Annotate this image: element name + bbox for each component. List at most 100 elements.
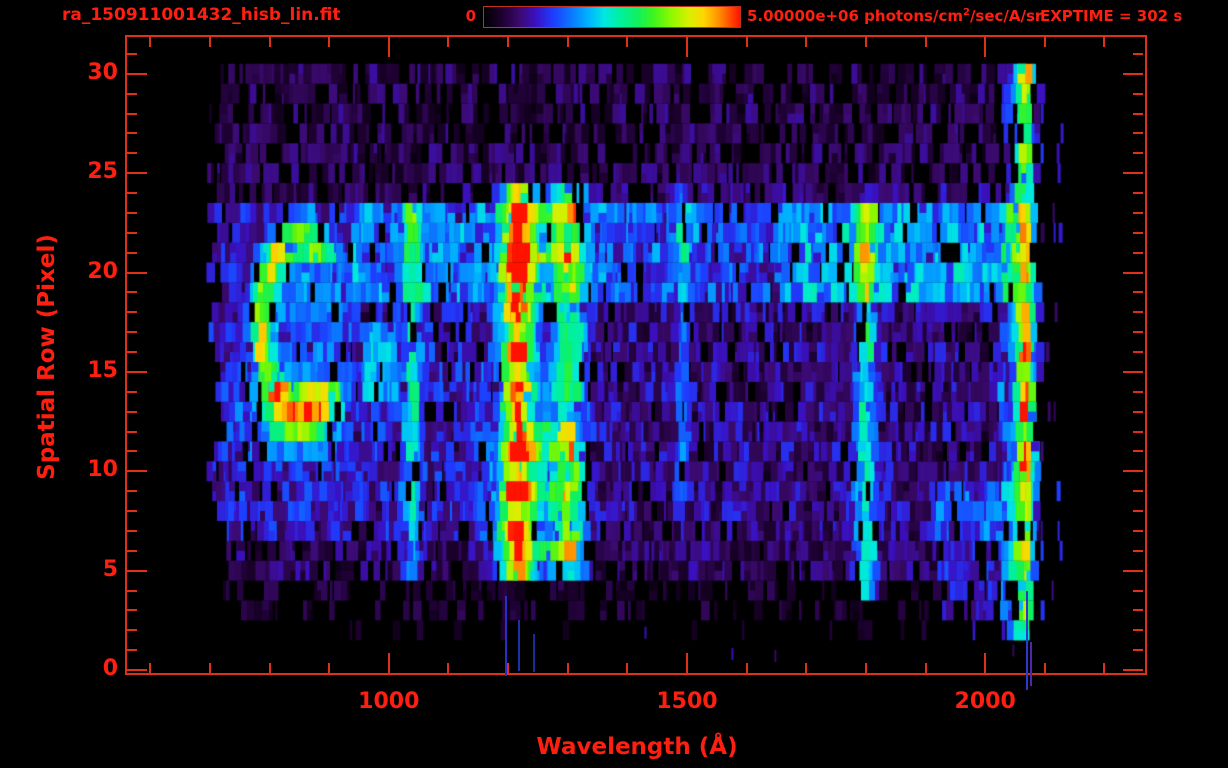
- y-tick-label: 30: [87, 59, 118, 85]
- axis-tick-mark: [864, 37, 867, 47]
- y-tick-label: 10: [87, 457, 118, 483]
- axis-tick-mark: [1133, 331, 1143, 334]
- axis-tick-mark: [1133, 450, 1143, 453]
- axis-tick-mark: [127, 450, 137, 453]
- axis-tick-mark: [1043, 663, 1046, 673]
- axis-tick-mark: [805, 37, 808, 47]
- axis-tick-mark: [1133, 112, 1143, 115]
- axis-tick-mark: [208, 663, 211, 673]
- axis-tick-mark: [387, 653, 390, 673]
- axis-tick-mark: [127, 211, 137, 214]
- axis-tick-mark: [1133, 529, 1143, 532]
- axis-tick-mark: [1133, 211, 1143, 214]
- axis-tick-mark: [984, 37, 987, 57]
- y-tick-label: 5: [102, 556, 118, 582]
- axis-tick-mark: [1103, 37, 1106, 47]
- axis-tick-mark: [1043, 37, 1046, 47]
- x-axis-title: Wavelength (Å): [536, 734, 738, 760]
- overflow-spike: [518, 620, 521, 671]
- axis-tick-mark: [1133, 430, 1143, 433]
- axis-tick-mark: [127, 192, 137, 195]
- axis-tick-mark: [127, 72, 147, 75]
- axis-tick-mark: [1133, 410, 1143, 413]
- axis-tick-mark: [268, 663, 271, 673]
- axis-tick-mark: [1133, 490, 1143, 493]
- axis-tick-mark: [1133, 649, 1143, 652]
- axis-tick-mark: [1133, 311, 1143, 314]
- axis-tick-mark: [127, 351, 137, 354]
- axis-tick-mark: [127, 291, 137, 294]
- overflow-spike: [1030, 642, 1033, 686]
- axis-tick-mark: [447, 37, 450, 47]
- exptime-label: EXPTIME = 302 s: [1040, 7, 1183, 25]
- axis-tick-mark: [127, 112, 137, 115]
- axis-tick-mark: [127, 589, 137, 592]
- axis-tick-mark: [127, 470, 147, 473]
- axis-tick-mark: [1123, 669, 1143, 672]
- axis-tick-mark: [1133, 609, 1143, 612]
- axis-tick-mark: [268, 37, 271, 47]
- axis-tick-mark: [127, 172, 147, 175]
- axis-tick-mark: [127, 569, 147, 572]
- axis-tick-mark: [745, 37, 748, 47]
- axis-tick-mark: [127, 271, 147, 274]
- axis-tick-mark: [149, 663, 152, 673]
- colorbar-min-label: 0: [465, 7, 476, 25]
- axis-tick-mark: [566, 37, 569, 47]
- axis-tick-mark: [507, 37, 510, 47]
- y-tick-label: 25: [87, 159, 118, 185]
- axis-tick-mark: [127, 152, 137, 155]
- y-tick-label: 20: [87, 258, 118, 284]
- axis-tick-mark: [1123, 370, 1143, 373]
- axis-tick-mark: [149, 37, 152, 47]
- axis-tick-mark: [1133, 132, 1143, 135]
- colorbar-max-label: 5.00000e+06 photons/cm2/sec/A/sr: [747, 7, 1042, 25]
- x-tick-label: 1000: [358, 689, 420, 714]
- colorbar: [483, 6, 741, 28]
- axis-tick-mark: [127, 132, 137, 135]
- axis-tick-mark: [1133, 52, 1143, 55]
- axis-tick-mark: [127, 231, 137, 234]
- axis-tick-mark: [1133, 291, 1143, 294]
- axis-tick-mark: [924, 663, 927, 673]
- axis-tick-mark: [1103, 663, 1106, 673]
- axis-tick-mark: [127, 251, 137, 254]
- axis-tick-mark: [1133, 390, 1143, 393]
- axis-tick-mark: [127, 370, 147, 373]
- axis-tick-mark: [1123, 271, 1143, 274]
- axis-tick-mark: [387, 37, 390, 57]
- colorbar-units-superscript: 2: [962, 7, 970, 18]
- axis-tick-mark: [1123, 569, 1143, 572]
- axis-tick-mark: [127, 609, 137, 612]
- axis-tick-mark: [685, 37, 688, 57]
- axis-tick-mark: [924, 37, 927, 47]
- axis-tick-mark: [685, 653, 688, 673]
- overflow-spike: [1025, 590, 1028, 690]
- axis-tick-mark: [1133, 351, 1143, 354]
- axis-tick-mark: [805, 663, 808, 673]
- axis-tick-mark: [127, 549, 137, 552]
- spectral-heatmap-image: [127, 37, 1145, 673]
- axis-tick-mark: [1133, 231, 1143, 234]
- axis-tick-mark: [1123, 470, 1143, 473]
- axis-tick-mark: [127, 669, 147, 672]
- axis-tick-mark: [1133, 152, 1143, 155]
- axis-tick-mark: [1133, 589, 1143, 592]
- file-title: ra_150911001432_hisb_lin.fit: [62, 5, 341, 25]
- axis-tick-mark: [127, 311, 137, 314]
- axis-tick-mark: [127, 331, 137, 334]
- axis-tick-mark: [566, 663, 569, 673]
- axis-tick-mark: [127, 629, 137, 632]
- axis-tick-mark: [127, 410, 137, 413]
- axis-tick-mark: [328, 37, 331, 47]
- y-tick-label: 0: [102, 656, 118, 682]
- axis-tick-mark: [626, 37, 629, 47]
- colorbar-units-rest: /sec/A/sr: [969, 7, 1043, 25]
- axis-tick-mark: [745, 663, 748, 673]
- axis-tick-mark: [984, 653, 987, 673]
- axis-tick-mark: [864, 663, 867, 673]
- axis-tick-mark: [507, 663, 510, 673]
- x-tick-label: 2000: [954, 689, 1016, 714]
- axis-tick-mark: [208, 37, 211, 47]
